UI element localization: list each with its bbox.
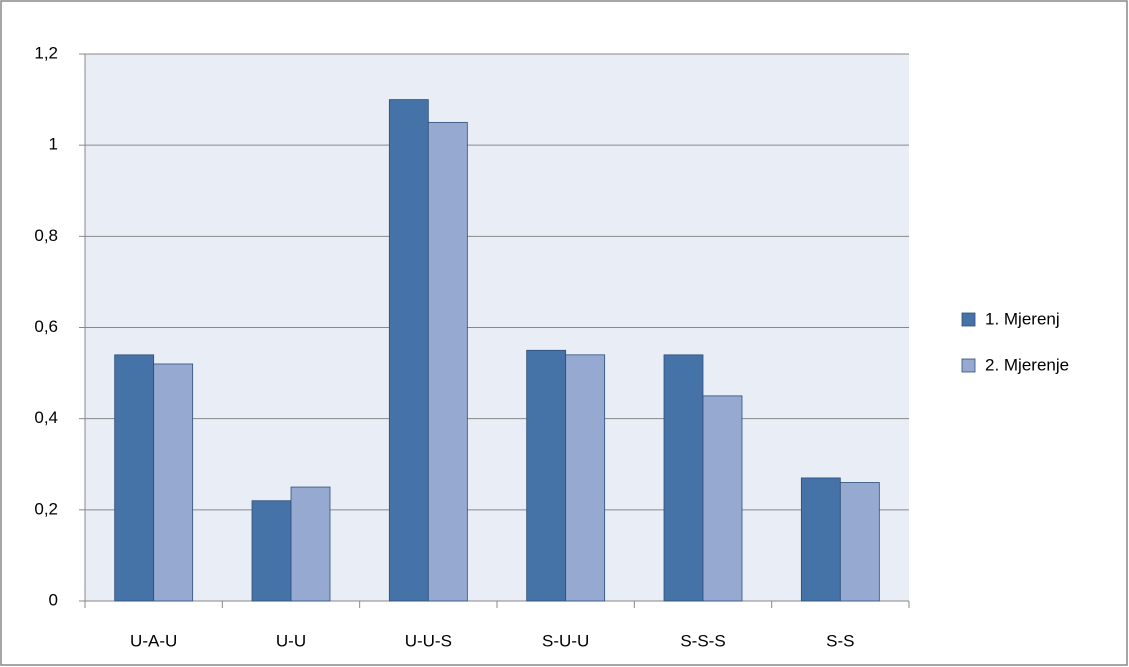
bar xyxy=(526,349,567,602)
bar xyxy=(839,482,880,602)
x-tick-label: S-U-U xyxy=(542,631,589,650)
bar xyxy=(427,121,468,602)
y-tick-label: 0,8 xyxy=(34,226,58,245)
y-tick-label: 0 xyxy=(49,590,58,609)
x-tick-label: S-S-S xyxy=(680,631,725,650)
y-tick-label: 1,2 xyxy=(34,43,58,62)
bar xyxy=(388,99,429,602)
bar xyxy=(565,354,606,602)
bar xyxy=(663,354,704,602)
legend-label: 1. Mjerenj xyxy=(985,309,1060,328)
y-tick-label: 0,6 xyxy=(34,317,58,336)
bar xyxy=(251,500,292,602)
bar xyxy=(702,395,743,602)
legend-label: 2. Mjerenje xyxy=(985,355,1069,374)
legend-swatch xyxy=(961,312,976,327)
y-tick-label: 1 xyxy=(49,135,58,154)
bar xyxy=(800,477,841,602)
x-tick-label: S-S xyxy=(826,631,854,650)
x-tick-label: U-A-U xyxy=(130,631,177,650)
bar xyxy=(153,363,194,602)
y-tick-label: 0,2 xyxy=(34,499,58,518)
legend-swatch xyxy=(961,358,976,373)
x-tick-label: U-U xyxy=(276,631,306,650)
bar xyxy=(290,486,331,602)
x-tick-label: U-U-S xyxy=(405,631,452,650)
bar xyxy=(114,354,155,602)
y-tick-label: 0,4 xyxy=(34,408,58,427)
